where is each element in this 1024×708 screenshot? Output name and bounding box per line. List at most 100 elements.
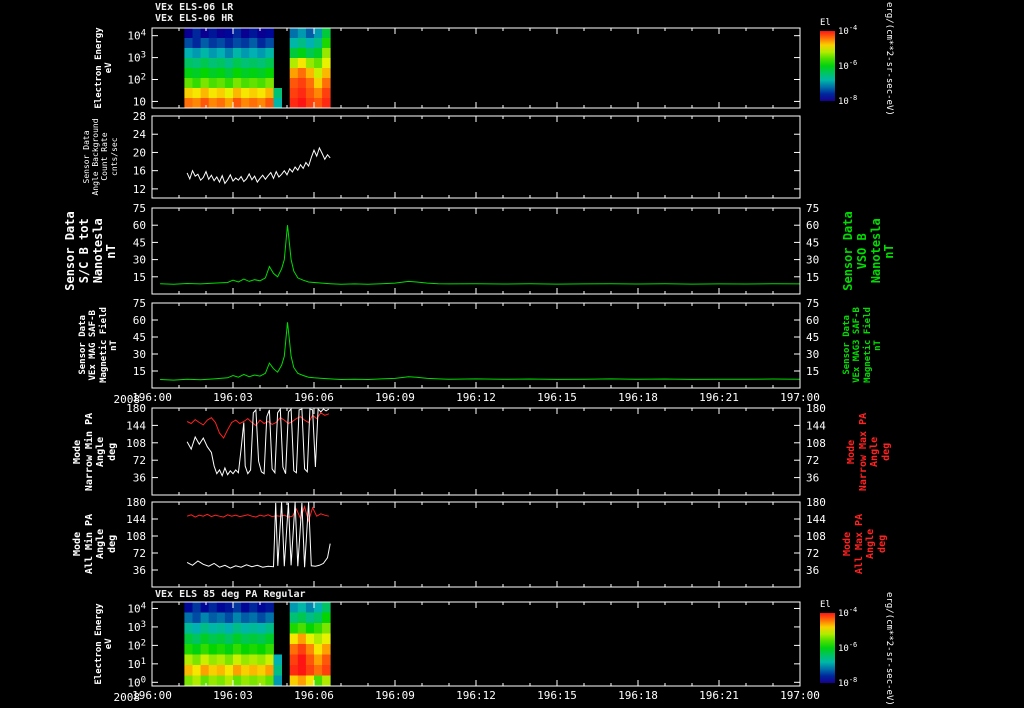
svg-text:45: 45	[133, 331, 146, 344]
svg-text:60: 60	[133, 314, 146, 327]
panel7-title: VEx ELS 85 deg PA Regular	[155, 589, 306, 600]
svg-text:108: 108	[806, 437, 826, 450]
svg-text:15: 15	[806, 271, 819, 284]
svg-text:196:03: 196:03	[213, 689, 253, 702]
svg-text:45: 45	[806, 331, 819, 344]
svg-text:36: 36	[133, 564, 146, 577]
panel1-title-line1: VEx ELS-06 LR	[155, 2, 234, 13]
svg-text:30: 30	[133, 348, 146, 361]
p5-ylabel: Mode Narrow Min PA Angle deg	[72, 412, 118, 492]
svg-text:102: 102	[127, 73, 146, 87]
p6-ylabel: Mode All Min PA Angle deg	[72, 513, 118, 575]
svg-text:2008: 2008	[114, 393, 141, 406]
svg-text:196:21: 196:21	[699, 391, 739, 404]
svg-text:196:06: 196:06	[294, 689, 334, 702]
svg-text:144: 144	[806, 513, 826, 526]
svg-text:180: 180	[126, 402, 146, 415]
svg-text:45: 45	[133, 236, 146, 249]
svg-text:60: 60	[806, 314, 819, 327]
p7-ylabel: Electron Energy eV	[94, 603, 115, 685]
svg-text:75: 75	[133, 297, 146, 310]
flux-unit-bottom: erg/(cm**2-sr-sec-eV)	[884, 592, 894, 706]
panel1-title-line2: VEx ELS-06 HR	[155, 13, 234, 24]
svg-text:101: 101	[127, 657, 146, 671]
p5-right-label: Mode Narrow Max PA Angle deg	[846, 412, 892, 492]
svg-text:196:09: 196:09	[375, 689, 415, 702]
svg-text:196:18: 196:18	[618, 689, 658, 702]
svg-text:180: 180	[126, 496, 146, 509]
svg-text:197:00: 197:00	[780, 689, 820, 702]
svg-text:104: 104	[127, 601, 146, 615]
svg-text:15: 15	[133, 271, 146, 284]
svg-text:102: 102	[127, 638, 146, 652]
svg-text:60: 60	[806, 219, 819, 232]
svg-text:196:12: 196:12	[456, 391, 496, 404]
svg-text:103: 103	[127, 51, 146, 65]
svg-text:108: 108	[126, 437, 146, 450]
svg-text:15: 15	[133, 365, 146, 378]
svg-text:144: 144	[806, 419, 826, 432]
svg-text:103: 103	[127, 620, 146, 634]
svg-text:El: El	[820, 600, 831, 610]
svg-text:108: 108	[126, 530, 146, 543]
svg-text:180: 180	[806, 402, 826, 415]
p6-right-label: Mode All Max PA Angle deg	[842, 513, 888, 575]
svg-text:30: 30	[806, 254, 819, 267]
svg-text:72: 72	[806, 454, 819, 467]
svg-text:El: El	[820, 18, 831, 28]
svg-text:45: 45	[806, 236, 819, 249]
svg-text:196:12: 196:12	[456, 689, 496, 702]
p1-ylabel: Electron Energy eV	[94, 27, 115, 109]
svg-text:15: 15	[806, 365, 819, 378]
svg-text:30: 30	[806, 348, 819, 361]
svg-text:60: 60	[133, 219, 146, 232]
svg-text:72: 72	[133, 547, 146, 560]
svg-text:144: 144	[126, 513, 146, 526]
svg-text:196:18: 196:18	[618, 391, 658, 404]
p3-ylabel: Sensor Data S/C B tot Nanotesla nT	[63, 211, 119, 291]
p4-ylabel: Sensor Data VEx MAG SAF-B Magnetic Field…	[78, 307, 120, 383]
svg-text:196:15: 196:15	[537, 391, 577, 404]
svg-text:36: 36	[806, 472, 819, 485]
svg-text:20: 20	[133, 146, 146, 159]
svg-text:24: 24	[133, 128, 147, 141]
svg-text:144: 144	[126, 419, 146, 432]
svg-text:2008: 2008	[114, 691, 141, 704]
p4-right-label: Sensor Data VEx MAG3 SAF-B Magnetic Fiel…	[842, 307, 884, 383]
svg-text:10-8: 10-8	[838, 94, 857, 107]
svg-text:75: 75	[133, 202, 146, 215]
svg-text:104: 104	[127, 29, 146, 43]
svg-text:197:00: 197:00	[780, 391, 820, 404]
svg-text:16: 16	[133, 165, 146, 178]
flux-unit-top: erg/(cm**2-sr-sec-eV)	[884, 2, 894, 116]
svg-text:12: 12	[133, 183, 146, 196]
svg-text:10-8: 10-8	[838, 676, 857, 689]
svg-text:10-4: 10-4	[838, 24, 857, 37]
svg-text:108: 108	[806, 530, 826, 543]
p3-right-label: Sensor Data VSO B Nanotesla nT	[841, 211, 897, 291]
svg-text:10-6: 10-6	[838, 641, 857, 654]
svg-text:72: 72	[133, 454, 146, 467]
svg-text:180: 180	[806, 496, 826, 509]
p2-ylabel: Sensor Data Angle Background Count Rate …	[82, 118, 119, 196]
svg-text:196:00: 196:00	[132, 391, 172, 404]
svg-text:10: 10	[133, 95, 146, 108]
svg-text:196:15: 196:15	[537, 689, 577, 702]
svg-text:72: 72	[806, 547, 819, 560]
svg-text:75: 75	[806, 297, 819, 310]
svg-text:196:06: 196:06	[294, 391, 334, 404]
svg-text:100: 100	[127, 675, 146, 689]
svg-text:75: 75	[806, 202, 819, 215]
svg-text:30: 30	[133, 254, 146, 267]
svg-text:28: 28	[133, 110, 146, 123]
svg-text:196:21: 196:21	[699, 689, 739, 702]
svg-text:196:00: 196:00	[132, 689, 172, 702]
svg-text:196:09: 196:09	[375, 391, 415, 404]
svg-text:10-4: 10-4	[838, 606, 857, 619]
svg-text:36: 36	[133, 472, 146, 485]
svg-text:36: 36	[806, 564, 819, 577]
svg-text:10-6: 10-6	[838, 59, 857, 72]
svg-text:196:03: 196:03	[213, 391, 253, 404]
